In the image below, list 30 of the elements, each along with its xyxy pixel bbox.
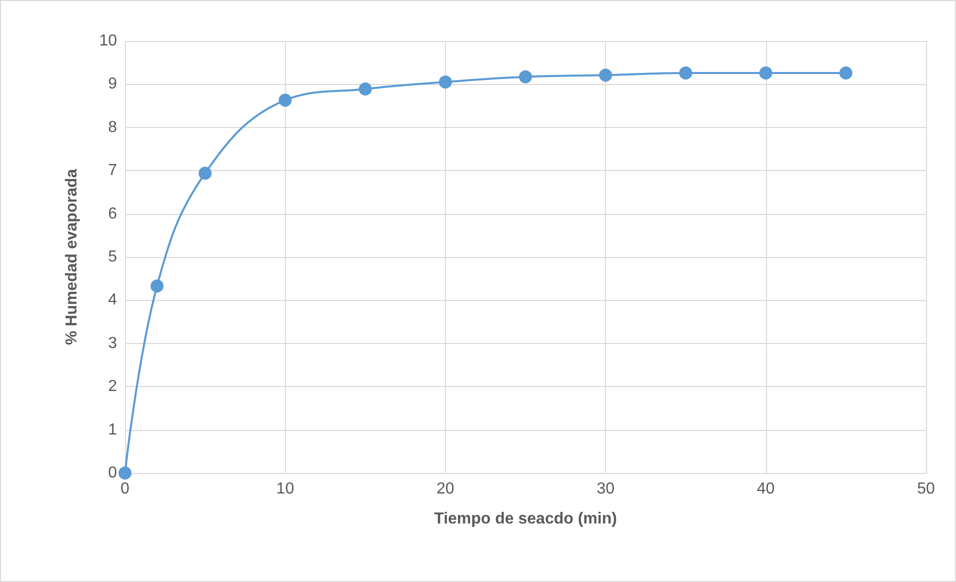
y-axis-title: % Humedad evaporada [64,168,80,346]
y-tick-label: 2 [108,378,118,396]
y-tick-label: 3 [108,334,118,352]
x-tick-label: 40 [756,480,775,498]
x-tick-label: 0 [120,480,130,498]
point [118,466,132,480]
y-tick-label: 7 [108,162,118,180]
point [438,76,452,89]
point [519,70,532,84]
point [198,166,212,180]
y-tick-label: 4 [108,292,118,309]
x-tick-label: 30 [596,480,615,498]
y-tick-label: 6 [108,205,118,222]
point [839,66,852,80]
x-tick-label: 10 [276,480,294,498]
x-tick-label: 50 [917,480,935,498]
y-tick-label: 5 [108,248,118,266]
y-tick-label: 10 [99,32,118,50]
point [759,66,772,80]
y-tick-label: 8 [108,118,118,136]
y-tick-label: 0 [108,464,118,482]
point [358,82,372,96]
point [599,68,612,82]
point [679,66,692,80]
point [150,279,164,292]
y-tick-label: 9 [108,76,118,93]
x-tick-label: 20 [436,480,454,498]
x-axis-title: Tiempo de seacdo (min) [434,510,617,528]
y-tick-label: 1 [108,421,118,438]
point [278,94,292,107]
